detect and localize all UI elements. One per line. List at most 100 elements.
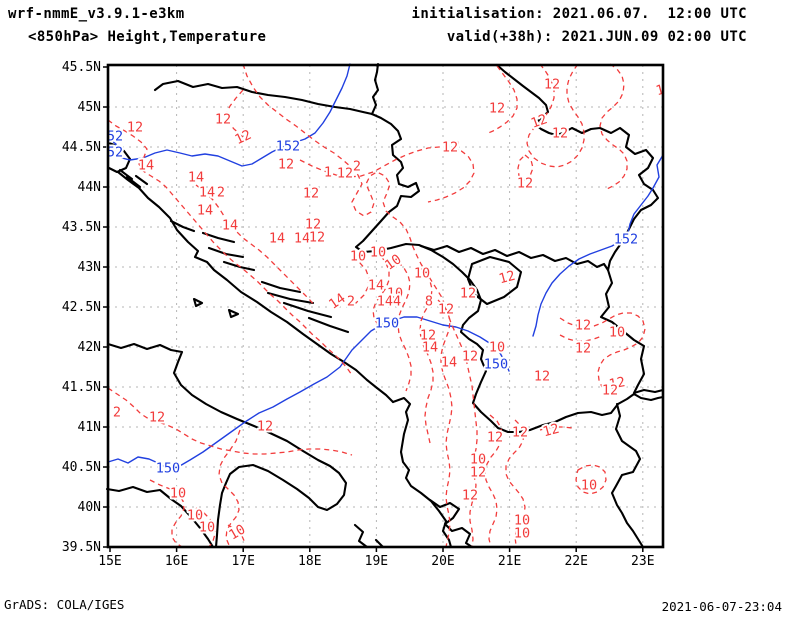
temperature-contour-label: 12 — [541, 421, 561, 441]
border-north-west — [153, 79, 374, 116]
temperature-contour-label: 1 — [324, 165, 332, 181]
height-contour-152-east — [532, 154, 664, 337]
x-axis-label: 20E — [431, 554, 454, 569]
temperature-contours-layer — [107, 63, 646, 548]
greek-coast-gulfs — [428, 498, 474, 549]
temperature-contour-label: 12 — [420, 328, 436, 344]
temp-contour-10-loop-se — [575, 464, 607, 495]
dalmatian-coast — [116, 170, 395, 404]
temp-contour-center-d — [419, 267, 434, 444]
map-frame — [106, 63, 665, 549]
kosovo-border — [466, 255, 523, 306]
temperature-contour-label: 12 — [444, 139, 460, 155]
temperature-contour-label: 14 — [441, 355, 457, 371]
x-axis-label: 16E — [165, 554, 188, 569]
temperature-contour-label: 12 — [303, 186, 319, 202]
y-axis-label: 45.5N — [62, 60, 101, 75]
temperature-contour-label: 12 — [442, 140, 458, 156]
temperature-contour-label: 14 — [197, 203, 213, 219]
temperature-contour-label: 12 — [517, 176, 533, 192]
x-axis-label: 22E — [564, 554, 587, 569]
temp-contour-se-a — [559, 312, 646, 388]
temp-contour-south-b — [505, 419, 526, 546]
temperature-contour-label: 14 — [326, 290, 349, 312]
temperature-contour-label: 1 — [654, 82, 666, 100]
italy-tyrrhenian-coast — [105, 485, 215, 549]
ionian-islands — [353, 523, 385, 549]
temp-contour-12-ne-loop — [526, 63, 585, 168]
temperature-contour-label: 10 — [414, 266, 430, 282]
temperature-contour-label: 12 — [462, 488, 478, 504]
temp-contour-12-ne-corner — [599, 63, 628, 190]
temperature-contour-label: 12 — [608, 374, 627, 393]
temperature-contour-label: 14 — [199, 185, 215, 201]
temperature-contour-label: 10 — [187, 508, 203, 524]
temperature-contour-label: 12 — [305, 217, 321, 233]
temp-contour-center-c — [397, 261, 412, 392]
temperature-contour-label: 10 — [581, 478, 597, 494]
temperature-contour-label: 12 — [487, 430, 503, 446]
temperature-contour-label: 12 — [309, 230, 325, 246]
temperature-contour-label: 12 — [602, 383, 618, 399]
temperature-contour-label: 14 — [188, 170, 204, 186]
temp-contour-12-ne-a — [485, 65, 518, 135]
temperature-contour-label: 10 — [350, 249, 366, 265]
temperature-contour-label: 2 — [353, 159, 361, 175]
temp-contour-10-sw-a — [149, 479, 185, 548]
y-axis-label: 42N — [78, 340, 101, 355]
temperature-contour-label: 10 — [514, 513, 530, 529]
x-axis-label: 15E — [98, 554, 121, 569]
temp-contour-south-a — [484, 414, 503, 548]
axis-labels-layer: 15E 16E 17E 18E 19E 20E 21E 22E 23E 45.5N 45N 44.5N… — [62, 60, 655, 569]
height-contour-label: 152 — [614, 232, 638, 248]
temperature-contour-label: 2 — [113, 405, 121, 421]
temperature-contour-label: 14 — [138, 158, 154, 174]
height-contours-layer — [107, 63, 664, 469]
temp-contour-14-inner — [195, 184, 316, 307]
coastline-borders-layer — [105, 62, 665, 549]
temperature-contour-label: 12 — [552, 126, 568, 142]
temperature-contour-label: 12 — [278, 157, 294, 173]
y-axis-label: 39.5N — [62, 540, 101, 555]
grads-credit: GrADS: COLA/IGES — [4, 597, 125, 612]
temperature-contour-label: 12 — [127, 120, 143, 136]
temperature-contour-label: 2 — [217, 185, 225, 201]
temp-contour-center-b — [372, 249, 390, 326]
border-serbia-south-chain — [354, 112, 665, 434]
height-contour-label: 150 — [375, 316, 399, 332]
height-contour-152-west — [107, 63, 351, 167]
temperature-contour-label: 12 — [470, 465, 486, 481]
kvarner-islands — [118, 168, 149, 189]
y-axis-label: 42.5N — [62, 300, 101, 315]
temperature-contour-label: 12 — [544, 77, 560, 93]
border-danube — [419, 244, 610, 272]
temperature-contour-label: 12 — [215, 112, 231, 128]
y-axis-label: 43N — [78, 260, 101, 275]
temperature-contour-label: 12 — [149, 410, 165, 426]
border-greece-southeast — [610, 402, 645, 549]
temperature-contour-label: 2 — [347, 294, 355, 310]
height-contour-label: 52 — [107, 129, 123, 145]
temperature-contour-label: 12 — [489, 101, 505, 117]
x-axis-label: 21E — [498, 554, 521, 569]
temp-contour-10-sw-c — [227, 524, 246, 544]
height-contour-150 — [107, 316, 510, 469]
temperature-contour-label: 10 — [609, 325, 625, 341]
temperature-contour-label: 12 — [462, 349, 478, 365]
temp-contour-se-b — [559, 334, 603, 342]
temperature-contour-label: 10 — [387, 286, 403, 302]
x-axis-label: 17E — [231, 554, 254, 569]
height-contour-label: 152 — [276, 139, 300, 155]
temperature-contour-label: 12 — [337, 166, 353, 182]
x-axis-label: 23E — [631, 554, 654, 569]
y-axis-label: 44.5N — [62, 140, 101, 155]
valid-time: valid(+38h): 2021.JUN.09 02:00 UTC — [446, 29, 747, 45]
temperature-contour-label: 12 — [575, 318, 591, 334]
temp-contour-12-main — [242, 63, 478, 548]
temp-contour-center-e — [437, 299, 453, 548]
y-axis-label: 41N — [78, 420, 101, 435]
temperature-contour-label: 14 — [222, 218, 238, 234]
temperature-contour-label: 10 — [489, 340, 505, 356]
